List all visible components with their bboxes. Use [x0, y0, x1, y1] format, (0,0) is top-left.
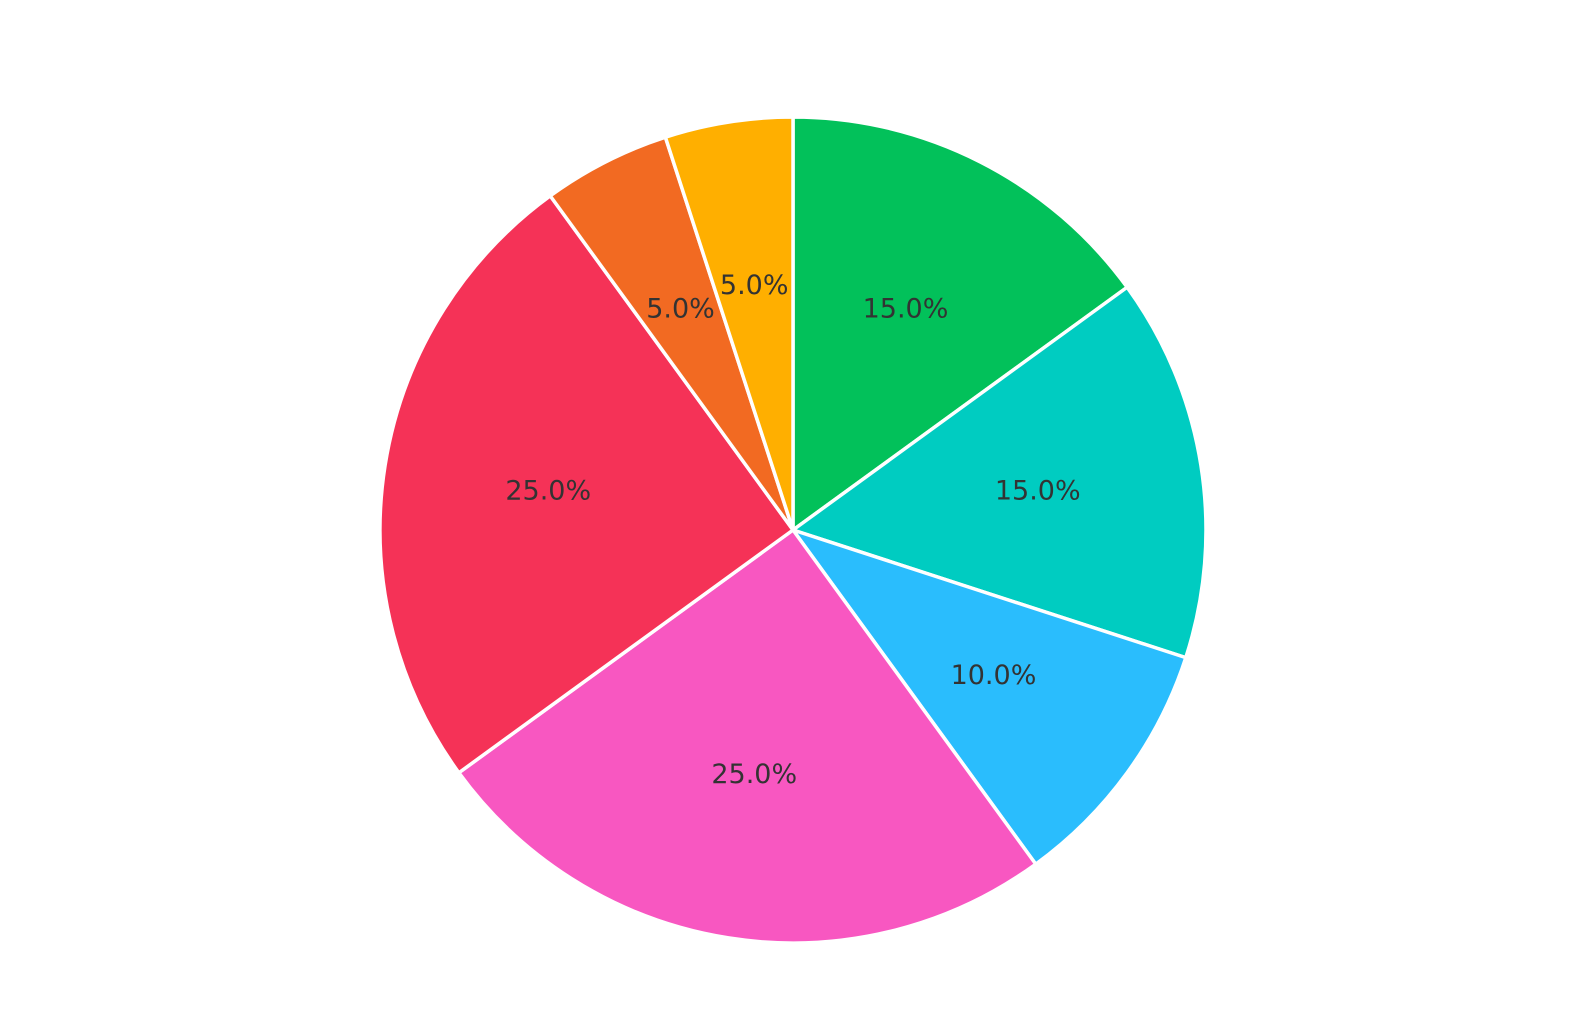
pie-slice-label-5: 25.0% [505, 476, 591, 507]
pie-slice-label-1: 15.0% [863, 294, 949, 325]
pie-slice-1 [791, 115, 1129, 532]
pie-slice-2 [791, 285, 1208, 660]
pie-slice-3 [791, 528, 1188, 866]
pie-slice-label-3: 10.0% [951, 660, 1037, 691]
pie-slice-7 [663, 115, 795, 532]
pie-slice-5 [378, 194, 795, 775]
pie-slice-4 [457, 528, 1038, 945]
pie-slice-label-6: 5.0% [646, 294, 715, 325]
pie-slice-label-7: 5.0% [720, 270, 789, 301]
pie-slice-label-4: 25.0% [711, 759, 797, 790]
pie-slice-label-2: 15.0% [995, 476, 1081, 507]
pie-slices [378, 115, 1208, 945]
pie-labels: 15.0% 15.0% 10.0% 25.0% 25.0% 5.0%5.0% [505, 270, 1080, 790]
